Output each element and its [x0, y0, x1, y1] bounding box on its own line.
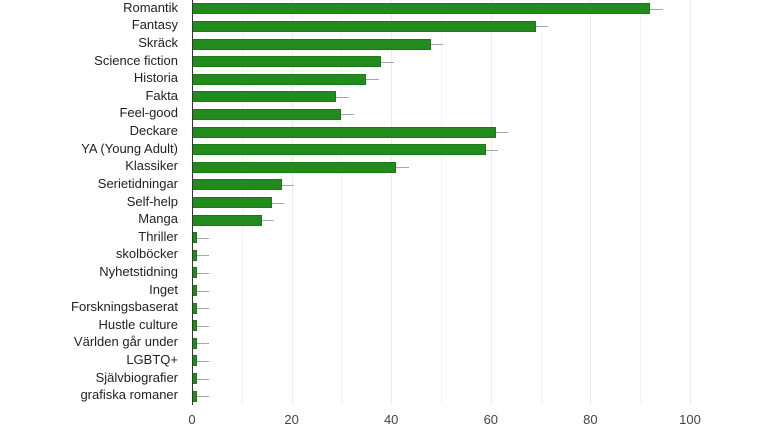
category-label: grafiska romaner — [80, 387, 178, 403]
category-label: Inget — [149, 281, 178, 297]
category-label: Feel-good — [119, 105, 178, 121]
error-bar — [485, 150, 499, 151]
error-bar — [196, 273, 210, 274]
bar — [192, 20, 536, 32]
bar — [192, 161, 397, 173]
gridline — [291, 0, 293, 405]
y-axis-line — [192, 0, 193, 405]
category-label: Nyhetstidning — [99, 263, 178, 279]
x-tick-label: 60 — [483, 412, 499, 427]
bar — [192, 214, 262, 226]
category-label: skolböcker — [115, 246, 178, 262]
bar — [192, 56, 382, 68]
error-bar — [196, 291, 210, 292]
category-label: Manga — [138, 211, 178, 227]
category-label: Fantasy — [131, 17, 178, 33]
bar — [192, 390, 197, 402]
error-bar — [261, 220, 275, 221]
bar — [192, 355, 197, 367]
gridline — [391, 0, 393, 405]
bar — [192, 337, 197, 349]
x-tick-label: 100 — [679, 412, 701, 427]
gridline — [590, 0, 592, 405]
bar — [192, 249, 197, 261]
error-bar — [535, 26, 549, 27]
category-label: LGBTQ+ — [126, 351, 178, 367]
gridline — [690, 0, 691, 405]
category-label: Skräck — [138, 35, 178, 51]
bar — [192, 3, 651, 15]
bar — [192, 38, 432, 50]
bar — [192, 302, 197, 314]
category-label: Romantik — [123, 0, 178, 15]
error-bar — [495, 132, 509, 133]
bar — [192, 126, 496, 138]
error-bar — [366, 79, 379, 80]
bar — [192, 91, 337, 103]
error-bar — [196, 361, 210, 362]
category-label: Science fiction — [94, 52, 178, 68]
bar — [192, 108, 342, 120]
error-bar — [281, 185, 295, 186]
gridline — [640, 0, 642, 405]
category-label: Klassiker — [125, 158, 178, 174]
error-bar — [196, 326, 210, 327]
error-bar — [396, 167, 409, 168]
bar — [192, 73, 367, 85]
x-tick-label: 20 — [284, 412, 299, 427]
x-tick-label: 0 — [188, 412, 196, 427]
error-bar — [196, 308, 210, 309]
bar — [192, 232, 197, 244]
category-label: Deckare — [129, 123, 178, 139]
bar — [192, 144, 486, 156]
category-label: Självbiografier — [95, 369, 178, 385]
bar — [192, 320, 197, 332]
category-label: Fakta — [145, 87, 178, 103]
bar — [192, 285, 197, 297]
gridline — [441, 0, 442, 405]
x-tick-label: 40 — [383, 412, 399, 427]
error-bar — [341, 114, 354, 115]
category-label: Thriller — [138, 228, 178, 244]
category-label: Historia — [133, 70, 178, 86]
category-label: Forskningsbaserat — [71, 299, 178, 315]
gridline — [490, 0, 492, 405]
x-tick-label: 80 — [583, 412, 598, 427]
error-bar — [196, 255, 210, 256]
bar — [192, 373, 197, 385]
bar — [192, 267, 197, 279]
category-label: Serietidningar — [97, 175, 178, 191]
error-bar — [196, 238, 210, 239]
gridline — [540, 0, 542, 405]
plot-area — [192, 0, 691, 405]
bar — [192, 179, 282, 191]
error-bar — [196, 343, 210, 344]
category-label: YA (Young Adult) — [81, 140, 178, 156]
gridline — [341, 0, 343, 405]
bar — [192, 197, 272, 208]
category-label: Hustle culture — [98, 316, 178, 332]
error-bar — [431, 44, 444, 45]
error-bar — [650, 9, 663, 10]
error-bar — [336, 97, 349, 98]
error-bar — [196, 396, 210, 397]
error-bar — [381, 62, 394, 63]
category-label: Self-help — [126, 193, 178, 209]
error-bar — [271, 203, 285, 204]
error-bar — [196, 379, 210, 380]
category-label: Världen går under — [73, 334, 178, 350]
